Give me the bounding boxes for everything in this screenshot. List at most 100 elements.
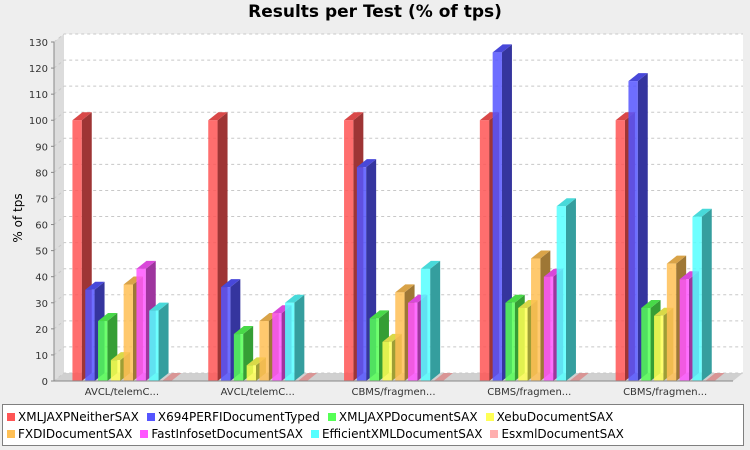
legend-swatch <box>7 412 15 421</box>
y-tick-label: 80 <box>35 168 48 179</box>
legend-label: EsxmlDocumentSAX <box>501 426 624 441</box>
bar-top <box>433 373 453 381</box>
legend-swatch <box>146 412 155 421</box>
bar <box>433 373 453 381</box>
bar <box>692 208 712 381</box>
legend-label: XebuDocumentSAX <box>496 409 614 424</box>
bar-top <box>556 198 576 207</box>
bar-front <box>356 167 367 381</box>
legend-label: XMLJAXPDocumentSAX <box>338 409 478 424</box>
bar-top <box>162 373 182 381</box>
legend-label: XMLJAXPNeitherSAX <box>18 409 139 424</box>
gridline <box>53 294 743 304</box>
legend-swatch <box>490 429 499 438</box>
bar-front <box>110 360 121 381</box>
x-tick-label: CBMS/fragmen... <box>623 387 707 398</box>
bar-top <box>628 73 648 82</box>
x-tick-label: CBMS/fragmen... <box>351 387 435 398</box>
y-tick-label: 50 <box>35 247 48 258</box>
gridline <box>53 59 743 69</box>
bar-front <box>98 321 108 381</box>
x-tick-label: CBMS/fragmen... <box>487 387 571 398</box>
bar-top <box>149 302 169 311</box>
gridline <box>53 268 743 278</box>
x-tick-label: AVCL/telemC... <box>221 387 295 398</box>
bar-front <box>518 307 528 381</box>
bar-top <box>492 44 512 53</box>
bar-front <box>395 292 405 381</box>
bar-top <box>666 255 687 264</box>
legend-label: FastInfosetDocumentSAX <box>151 426 303 441</box>
bar-top <box>505 294 525 303</box>
gridline <box>53 33 743 43</box>
gridlines <box>53 33 743 382</box>
legend-item: XebuDocumentSAX <box>485 408 614 425</box>
bar-front <box>72 120 82 381</box>
bar-top <box>297 373 318 381</box>
gridline <box>53 216 743 225</box>
bar-front <box>369 318 379 381</box>
bar-front <box>85 289 95 381</box>
bar <box>149 302 169 381</box>
bar-front <box>208 120 218 381</box>
bar-top <box>98 313 118 322</box>
bars <box>72 44 725 381</box>
bar-top <box>356 159 377 168</box>
bar-top <box>136 260 156 269</box>
legend-item: XMLJAXPNeitherSAX <box>7 408 139 425</box>
gridline <box>53 242 743 252</box>
bar <box>420 260 441 381</box>
y-tick-label: 20 <box>35 325 48 336</box>
bar-front <box>492 52 502 381</box>
x-tick-label: AVCL/telemC... <box>85 387 159 398</box>
bar-front <box>692 216 702 381</box>
legend-item: FastInfosetDocumentSAX <box>140 425 303 442</box>
legend-item: FXDIDocumentSAX <box>7 425 132 442</box>
bar <box>162 373 182 381</box>
y-tick-label: 70 <box>35 194 48 205</box>
bar-side <box>430 260 441 381</box>
left-wall <box>54 34 64 381</box>
bar-front <box>221 287 231 381</box>
gridline <box>53 163 743 173</box>
bar-front <box>666 263 677 381</box>
bar <box>556 198 576 381</box>
bar-top <box>72 112 92 121</box>
bar-front <box>246 365 256 381</box>
bar-top <box>531 250 551 259</box>
legend-label: EfficientXMLDocumentSAX <box>321 426 483 441</box>
gridline <box>53 372 743 382</box>
y-tick-label: 40 <box>35 273 48 284</box>
legend-label: X694PERFIDocumentTyped <box>157 409 320 424</box>
bar-top <box>641 299 661 308</box>
bar-top <box>285 294 305 303</box>
bar-front <box>344 120 354 381</box>
bar-front <box>123 284 133 381</box>
bar-side <box>294 294 305 381</box>
bar-front <box>543 276 554 381</box>
bar <box>285 294 305 381</box>
bar-side <box>158 302 169 381</box>
bar-top <box>705 373 725 381</box>
bar-side <box>637 73 648 381</box>
bar-front <box>136 268 146 381</box>
y-axis: 0 10 20 30 40 50 60 70 80 90 100 110 120 130 <box>29 38 55 388</box>
bar-front <box>408 302 418 381</box>
bar-front <box>149 310 159 381</box>
legend-swatch <box>7 429 15 438</box>
y-axis-label: % of tps <box>11 193 25 242</box>
bar-front <box>382 341 392 381</box>
bar-front <box>654 315 664 381</box>
bar-front <box>556 206 566 381</box>
bar-top <box>420 260 441 269</box>
bar-front <box>615 120 625 381</box>
gridline <box>53 85 743 95</box>
legend-item: EsxmlDocumentSAX <box>490 425 624 442</box>
bar-top <box>85 281 105 290</box>
bar-front <box>479 120 490 381</box>
bar-top <box>344 112 364 121</box>
bar <box>628 73 648 381</box>
y-tick-label: 110 <box>29 90 48 101</box>
gridline <box>53 111 743 121</box>
y-tick-label: 120 <box>29 64 48 75</box>
